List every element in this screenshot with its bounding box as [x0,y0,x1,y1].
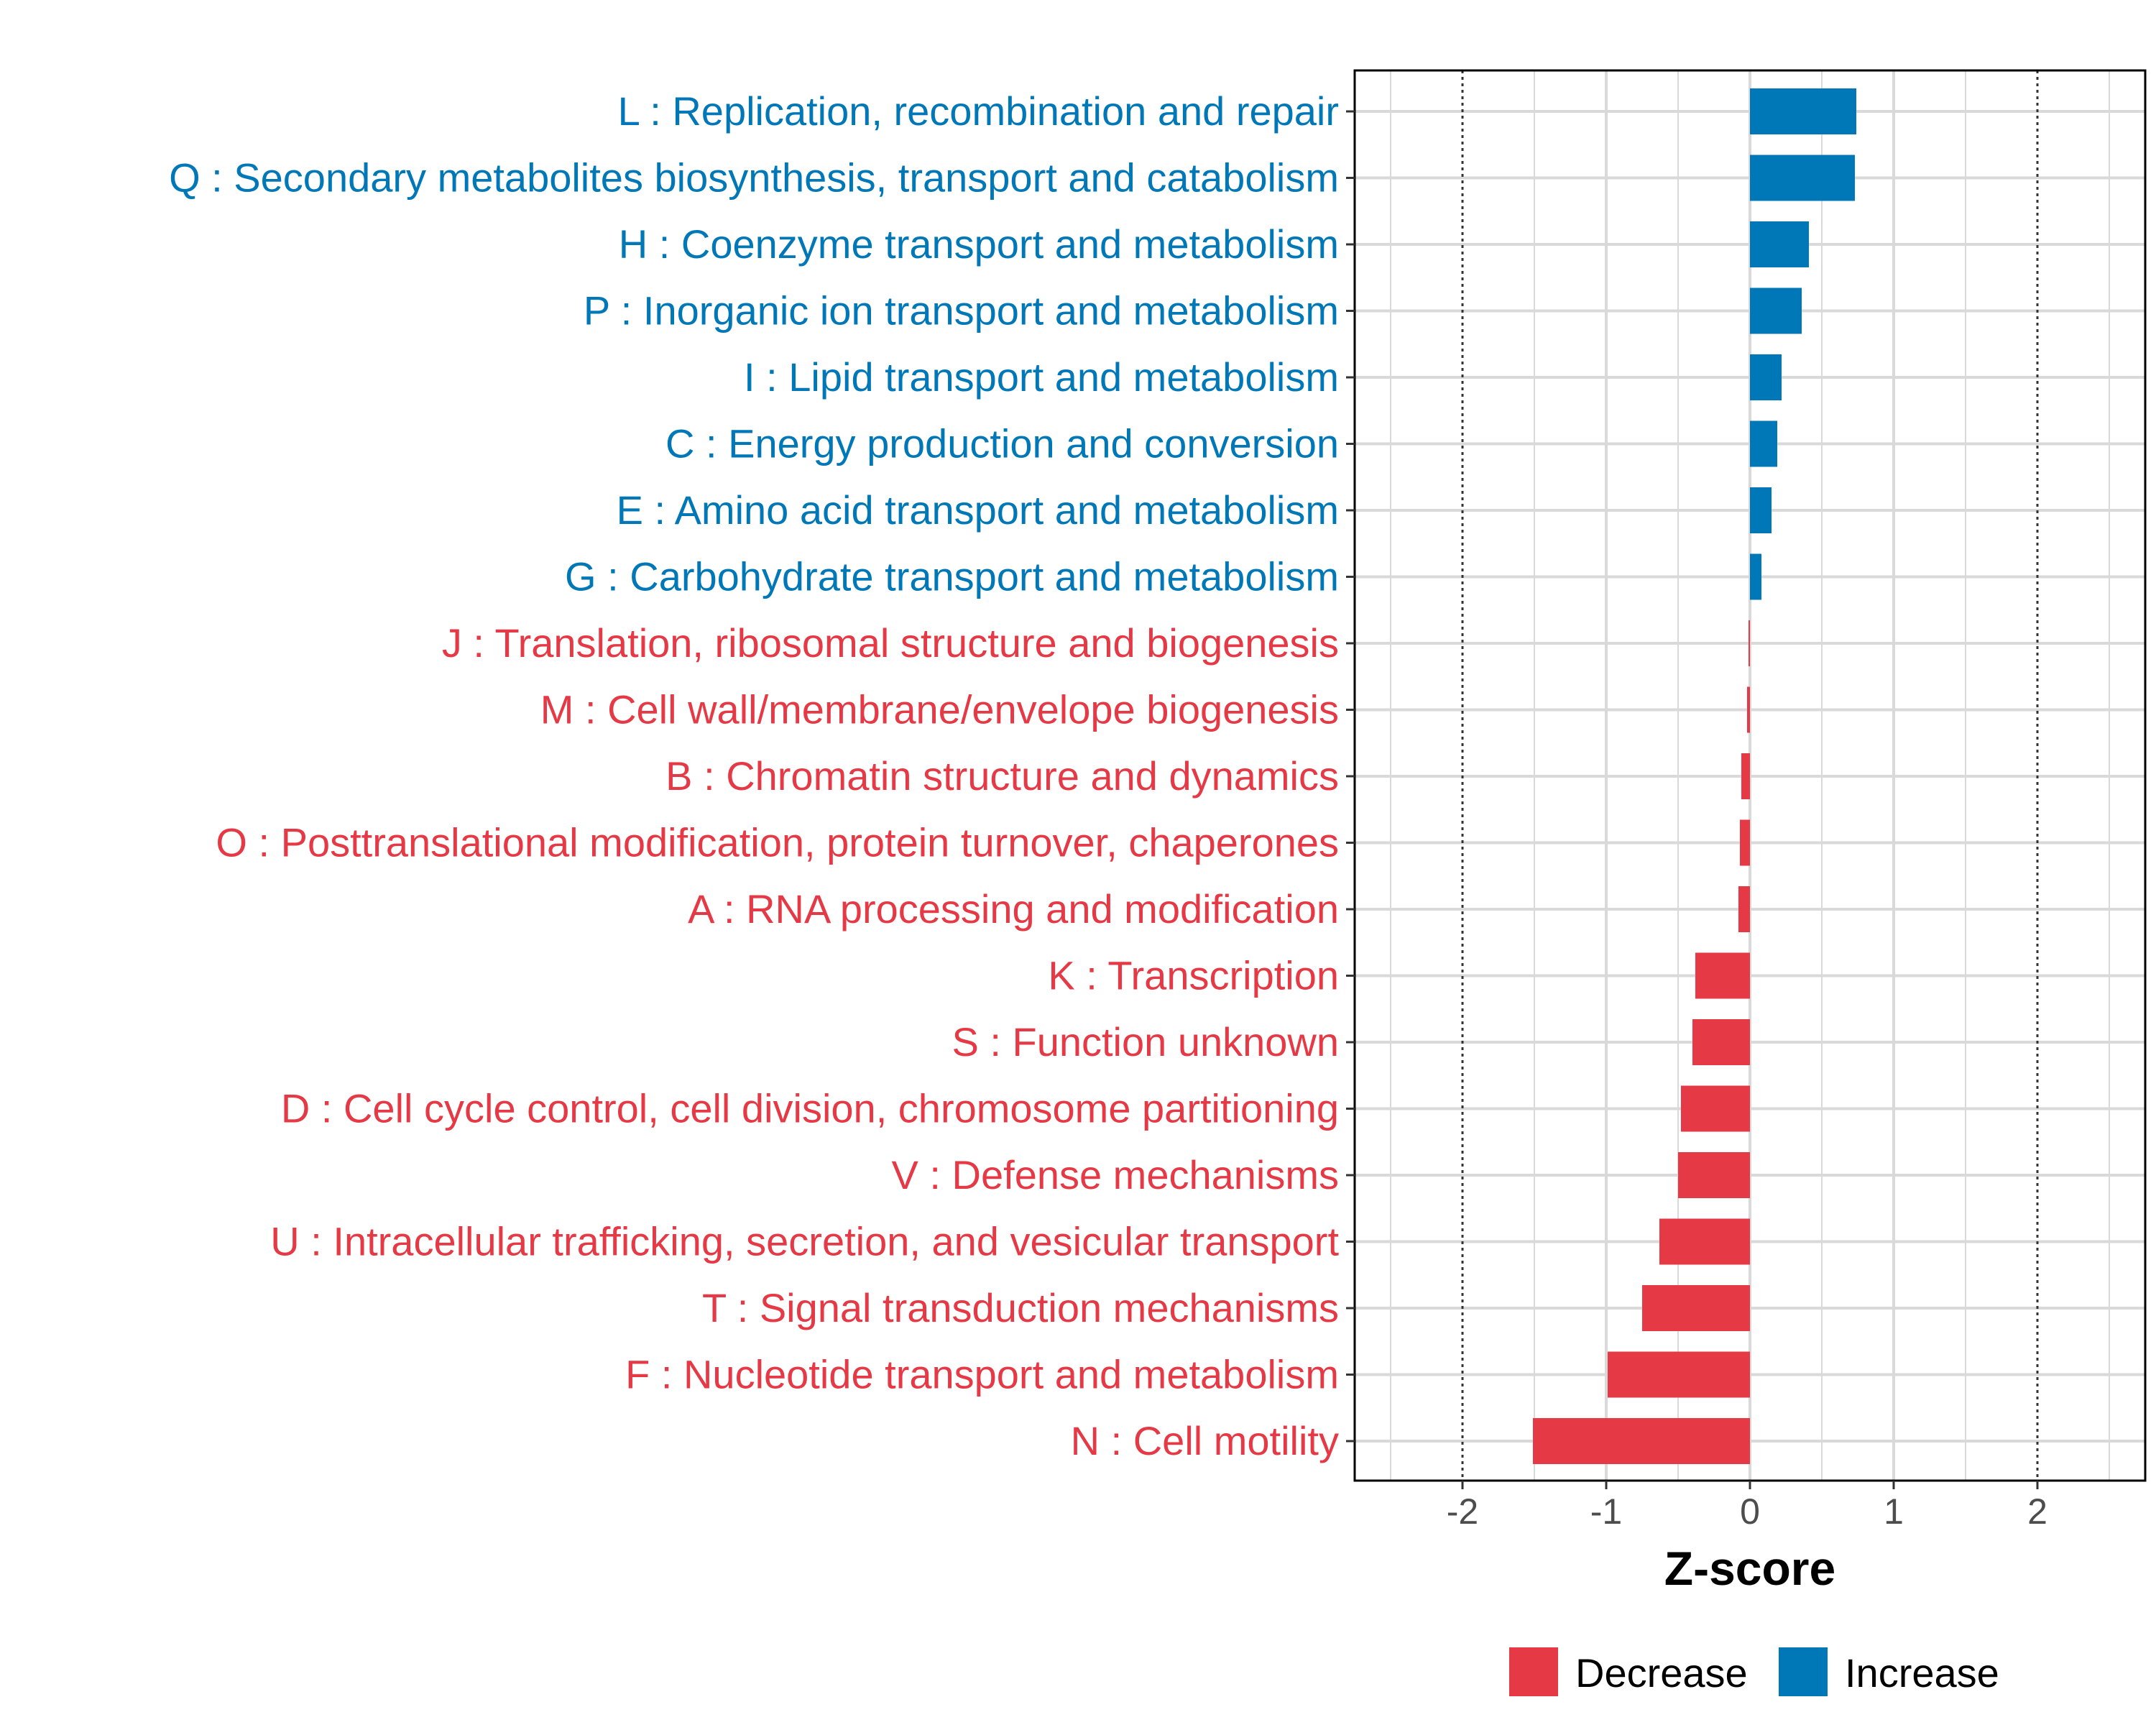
bar [1695,952,1750,999]
x-tick-label: -2 [1447,1491,1478,1532]
category-label: C : Energy production and conversion [665,421,1339,466]
bar [1750,288,1802,334]
category-label: F : Nucleotide transport and metabolism [625,1352,1339,1397]
bar [1533,1418,1750,1464]
category-label: J : Translation, ribosomal structure and… [442,620,1339,666]
bar [1750,354,1782,400]
bar [1749,620,1750,666]
category-label: O : Posttranslational modification, prot… [216,820,1339,865]
x-tick-label: 0 [1740,1491,1760,1532]
x-tick-label: 2 [2027,1491,2047,1532]
category-label: V : Defense mechanisms [892,1152,1339,1197]
bar [1741,753,1750,799]
bar [1740,819,1750,866]
category-label: G : Carbohydrate transport and metabolis… [565,554,1339,599]
y-axis: L : Replication, recombination and repai… [169,88,1355,1463]
bar [1738,886,1750,932]
bar [1750,487,1772,533]
bar [1750,88,1856,134]
legend-key-increase [1779,1647,1828,1696]
category-label: D : Cell cycle control, cell division, c… [281,1086,1339,1131]
category-label: U : Intracellular trafficking, secretion… [270,1219,1339,1264]
category-label: H : Coenzyme transport and metabolism [619,221,1339,267]
x-axis: -2 -1 0 1 2 [1447,1481,2047,1532]
bar [1681,1085,1750,1132]
bar [1659,1218,1750,1265]
bar [1747,686,1750,733]
bar [1678,1152,1750,1198]
legend-label-decrease: Decrease [1575,1650,1748,1696]
legend-key-decrease [1509,1647,1558,1696]
bar [1750,155,1855,201]
category-label: L : Replication, recombination and repai… [618,88,1339,134]
category-label: A : RNA processing and modification [688,886,1339,932]
bar [1750,221,1809,267]
bar [1750,553,1761,600]
category-label: I : Lipid transport and metabolism [744,354,1339,400]
category-label: B : Chromatin structure and dynamics [665,753,1339,799]
x-tick-label: 1 [1884,1491,1904,1532]
legend: Decrease Increase [1509,1647,1999,1696]
category-label: N : Cell motility [1071,1418,1339,1463]
category-label: P : Inorganic ion transport and metaboli… [584,288,1339,334]
bars-layer [1533,88,1856,1464]
bar [1750,420,1777,467]
bar [1608,1351,1750,1398]
x-axis-title: Z-score [1664,1542,1835,1595]
category-label: M : Cell wall/membrane/envelope biogenes… [540,687,1339,732]
x-tick-label: -1 [1590,1491,1622,1532]
bar [1692,1019,1750,1065]
category-label: K : Transcription [1048,953,1339,998]
category-label: Q : Secondary metabolites biosynthesis, … [169,155,1339,201]
legend-label-increase: Increase [1845,1650,1999,1696]
category-label: E : Amino acid transport and metabolism [617,487,1339,533]
bar [1642,1285,1750,1331]
category-label: T : Signal transduction mechanisms [702,1285,1339,1330]
category-label: S : Function unknown [952,1019,1339,1064]
